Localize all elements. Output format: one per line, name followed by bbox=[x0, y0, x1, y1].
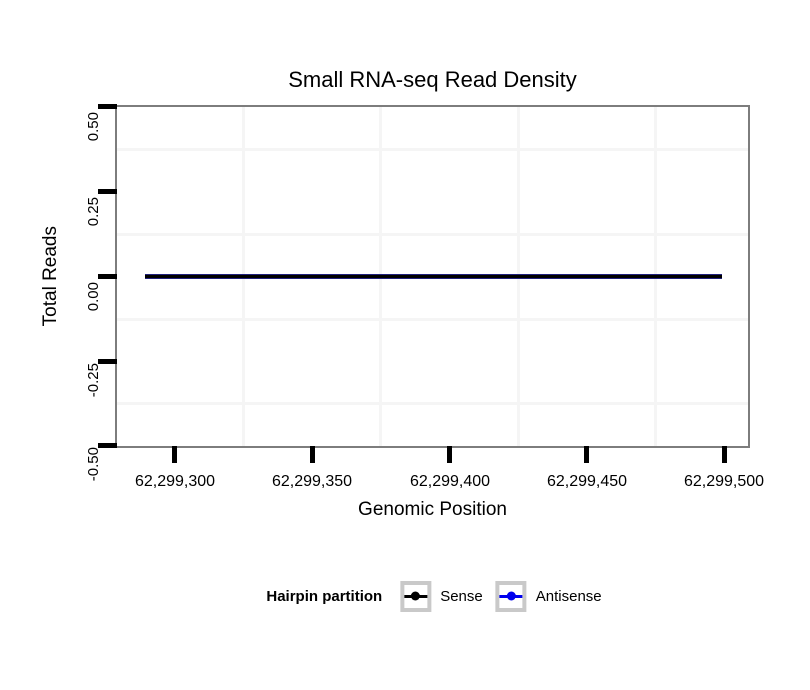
x-axis-tick bbox=[722, 446, 727, 463]
sense-point-icon bbox=[411, 591, 421, 601]
x-axis-tick bbox=[584, 446, 589, 463]
legend-title: Hairpin partition bbox=[266, 587, 383, 605]
gridline-minor-horizontal bbox=[117, 148, 748, 151]
y-axis-title: Total Reads bbox=[40, 226, 61, 327]
legend: Hairpin partition Sense Antisense bbox=[266, 580, 602, 612]
y-axis-tick bbox=[98, 189, 117, 194]
plot-panel bbox=[115, 105, 750, 448]
legend-key-antisense bbox=[495, 580, 527, 612]
gridline-minor-horizontal bbox=[117, 233, 748, 236]
x-axis-tick bbox=[310, 446, 315, 463]
x-tick-label: 62,299,400 bbox=[409, 473, 491, 490]
sense-series-line bbox=[145, 275, 722, 278]
legend-label-sense: Sense bbox=[440, 587, 483, 605]
x-axis-tick bbox=[447, 446, 452, 463]
x-tick-label: 62,299,500 bbox=[683, 473, 765, 490]
gridline-minor-horizontal bbox=[117, 402, 748, 405]
y-tick-label: 0.50 bbox=[85, 112, 102, 142]
antisense-series-line bbox=[145, 274, 722, 279]
y-axis-tick bbox=[98, 274, 117, 279]
antisense-point-icon bbox=[506, 591, 516, 601]
x-axis-title: Genomic Position bbox=[358, 499, 507, 520]
y-axis-tick bbox=[98, 104, 117, 109]
y-tick-label: 0.25 bbox=[85, 197, 102, 227]
legend-label-antisense: Antisense bbox=[535, 587, 602, 605]
legend-key-sense bbox=[400, 580, 432, 612]
chart-title: Small RNA-seq Read Density bbox=[288, 67, 577, 92]
y-axis-tick bbox=[98, 359, 117, 364]
x-tick-label: 62,299,450 bbox=[546, 473, 628, 490]
x-tick-label: 62,299,350 bbox=[271, 473, 353, 490]
gridline-minor-horizontal bbox=[117, 318, 748, 321]
y-axis-tick bbox=[98, 443, 117, 448]
y-tick-label: -0.25 bbox=[85, 363, 102, 398]
x-tick-label: 62,299,300 bbox=[134, 473, 216, 490]
y-tick-label: 0.00 bbox=[85, 282, 102, 312]
x-axis-tick bbox=[172, 446, 177, 463]
y-tick-label: -0.50 bbox=[85, 447, 102, 482]
